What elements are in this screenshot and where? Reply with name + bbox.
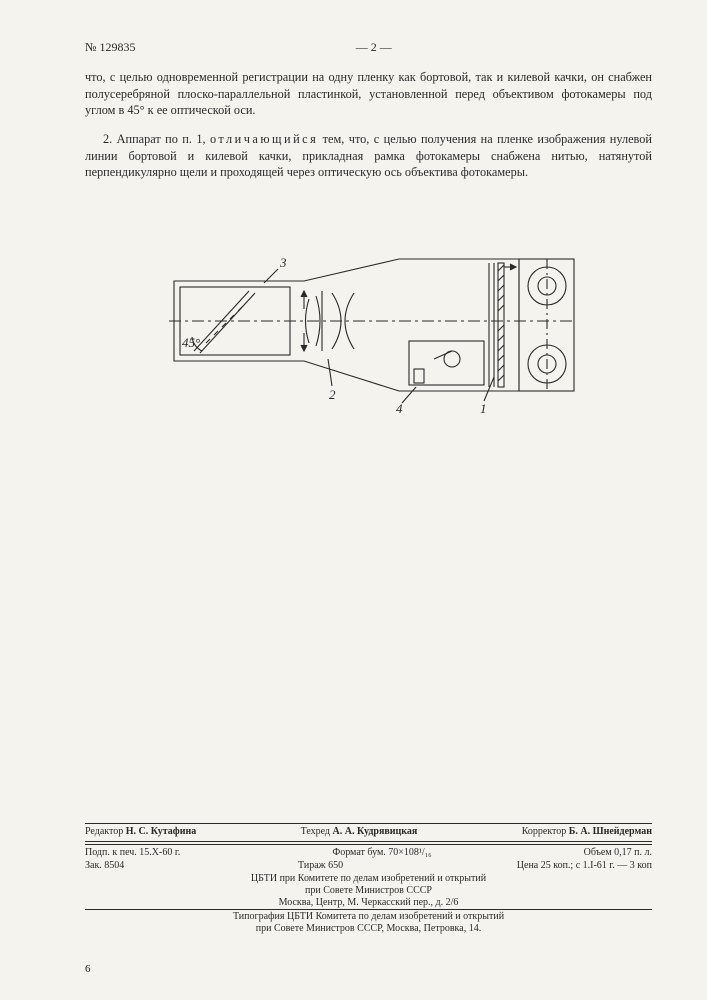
typography-2: при Совете Министров СССР, Москва, Петро… xyxy=(85,923,652,934)
p2-lead: 2. Аппарат по п. 1, xyxy=(103,132,210,146)
org-line-2: при Совете Министров СССР xyxy=(85,885,652,896)
footer: Редактор Н. С. Кутафина Техред А. А. Куд… xyxy=(85,822,652,935)
price: Цена 25 коп.; с 1.I-61 г. — 3 коп xyxy=(517,860,652,871)
pubinfo-row-2: Зак. 8504 Тираж 650 Цена 25 коп.; с 1.I-… xyxy=(85,860,652,871)
callout-4: 4 xyxy=(396,401,403,416)
paragraph-1: что, с целью одновременной регистрации н… xyxy=(85,69,652,119)
techred-name: А. А. Кудрявицкая xyxy=(333,826,418,837)
typography-1: Типография ЦБТИ Комитета по делам изобре… xyxy=(85,911,652,922)
technical-drawing: 45° 3 2 4 1 xyxy=(154,241,584,421)
order-no: Зак. 8504 xyxy=(85,860,124,871)
techred-label: Техред xyxy=(301,826,330,837)
figure: 45° 3 2 4 1 xyxy=(85,241,652,421)
callout-2: 2 xyxy=(329,387,336,402)
address: Москва, Центр, М. Черкасский пер., д. 2/… xyxy=(85,897,652,908)
volume: Объем 0,17 п. л. xyxy=(584,847,652,858)
angle-label: 45° xyxy=(182,335,200,350)
callout-3: 3 xyxy=(279,255,287,270)
page-marker: — 2 — xyxy=(356,40,392,55)
credits-row: Редактор Н. С. Кутафина Техред А. А. Куд… xyxy=(85,826,652,837)
print-date: Подп. к печ. 15.X-60 г. xyxy=(85,847,180,858)
org-line-1: ЦБТИ при Комитете по делам изобретений и… xyxy=(85,873,652,884)
pubinfo-row-1: Подп. к печ. 15.X-60 г. Формат бум. 70×1… xyxy=(85,847,652,858)
proof-name: Б. А. Шнейдерман xyxy=(569,826,652,837)
doc-number: № 129835 xyxy=(85,40,135,55)
callout-1: 1 xyxy=(480,401,487,416)
paragraph-2: 2. Аппарат по п. 1, отличающийся тем, чт… xyxy=(85,131,652,181)
p2-emphasis: отличающийся xyxy=(210,132,318,146)
tirazh: Тираж 650 xyxy=(298,860,343,871)
page-number: 6 xyxy=(85,963,91,975)
proof-label: Корректор xyxy=(522,826,567,837)
paper-format: Формат бум. 70×108¹/₁₆ xyxy=(332,847,431,858)
editor-label: Редактор xyxy=(85,826,123,837)
page-header: № 129835 — 2 — xyxy=(85,40,652,55)
editor-name: Н. С. Кутафина xyxy=(126,826,196,837)
